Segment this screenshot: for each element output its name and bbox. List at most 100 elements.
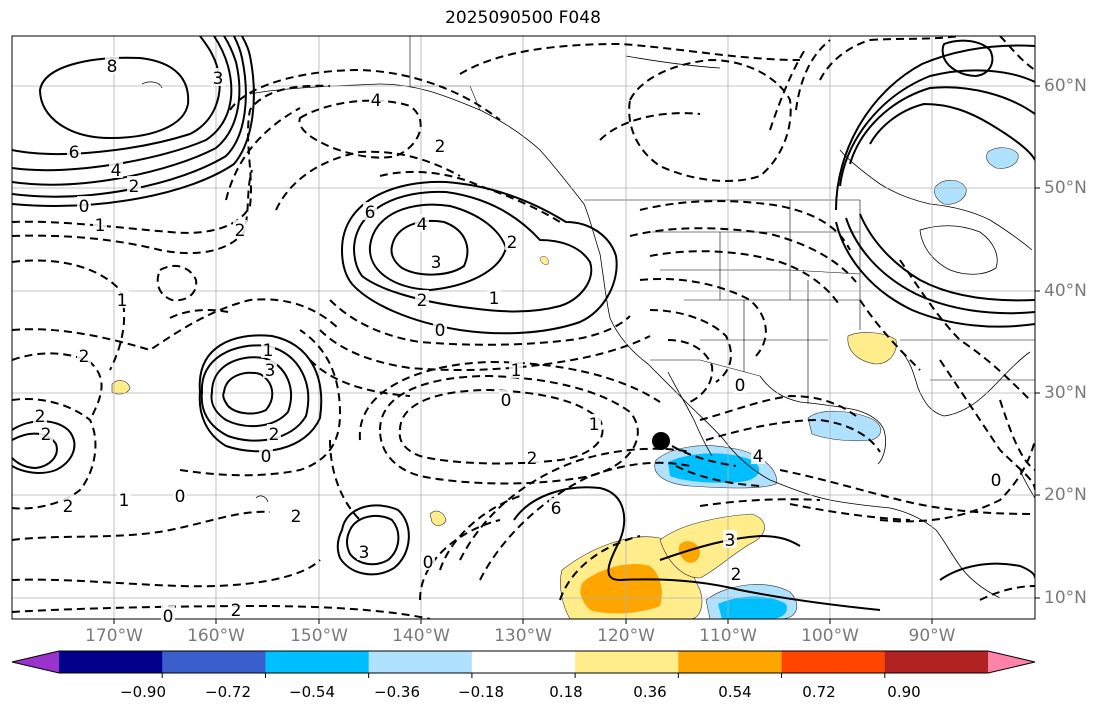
lat-label-40n: 40°N bbox=[1044, 281, 1087, 301]
lon-label-140w: 140°W bbox=[392, 626, 450, 646]
lon-label-120w: 120°W bbox=[597, 626, 655, 646]
contour-label: 4 bbox=[417, 215, 428, 235]
colorbar-tick-label: −0.90 bbox=[120, 683, 166, 701]
colorbar-tick-label: −0.72 bbox=[205, 683, 251, 701]
contour-label: 2 bbox=[731, 565, 742, 585]
contour-label-bg bbox=[363, 202, 377, 220]
colorbar-tick-label: −0.54 bbox=[289, 683, 335, 701]
contour-label: 0 bbox=[501, 391, 512, 411]
colorbar-tick-label: −0.36 bbox=[374, 683, 420, 701]
colorbar-tick-label: 0.18 bbox=[549, 683, 583, 701]
contour-label-bg bbox=[549, 498, 563, 516]
contour-label-bg bbox=[509, 360, 523, 378]
contour-label: 3 bbox=[213, 69, 224, 89]
contour-label-bg bbox=[261, 340, 275, 358]
contour-label-bg bbox=[267, 424, 281, 442]
lon-label-110w: 110°W bbox=[699, 626, 757, 646]
contour-label-bg bbox=[499, 390, 513, 408]
contour-label: 1 bbox=[95, 216, 106, 236]
colorbar-tick-label: −0.18 bbox=[458, 683, 504, 701]
colorbar-tick-label: 0.90 bbox=[887, 683, 921, 701]
lon-label-160w: 160°W bbox=[187, 626, 245, 646]
contour-label-bg bbox=[61, 496, 75, 514]
contour-label: 1 bbox=[117, 291, 128, 311]
contour-label-bg bbox=[39, 424, 53, 442]
contour-label-bg bbox=[67, 142, 81, 160]
contour-label: 6 bbox=[365, 203, 376, 223]
lon-label-90w: 90°W bbox=[908, 626, 956, 646]
contour-label: 2 bbox=[291, 507, 302, 527]
contour-label: 0 bbox=[423, 553, 434, 573]
contour-label-bg bbox=[415, 214, 429, 232]
contour-label: 1 bbox=[589, 415, 600, 435]
contour-label-bg bbox=[173, 486, 187, 504]
contour-label-bg bbox=[161, 606, 175, 624]
contour-label: 2 bbox=[269, 425, 280, 445]
contour-label: 1 bbox=[489, 289, 500, 309]
lon-label-150w: 150°W bbox=[290, 626, 348, 646]
lat-label-60n: 60°N bbox=[1044, 76, 1087, 96]
contour-label: 4 bbox=[111, 161, 122, 181]
point-marker bbox=[652, 432, 670, 450]
contour-label-bg bbox=[259, 446, 273, 464]
contour-label-bg bbox=[723, 530, 737, 548]
contour-label-bg bbox=[415, 290, 429, 308]
contour-label: 1 bbox=[511, 361, 522, 381]
lat-label-30n: 30°N bbox=[1044, 383, 1087, 403]
contour-label: 0 bbox=[261, 447, 272, 467]
contour-label-bg bbox=[93, 215, 107, 233]
contour-label-bg bbox=[357, 542, 371, 560]
contour-label-bg bbox=[211, 68, 225, 86]
contour-label: 2 bbox=[41, 425, 52, 445]
colorbar-tick-label: 0.72 bbox=[802, 683, 836, 701]
contour-label-bg bbox=[105, 56, 119, 74]
contour-label-bg bbox=[525, 448, 539, 466]
contour-label-bg bbox=[117, 490, 131, 508]
contour-label-bg bbox=[729, 564, 743, 582]
map-title: 2025090500 F048 bbox=[445, 8, 601, 28]
contour-label: 3 bbox=[265, 361, 276, 381]
contour-label-bg bbox=[77, 196, 91, 214]
colorbar-tick-label: 0.54 bbox=[718, 683, 752, 701]
contour-label-bg bbox=[989, 470, 1003, 488]
dashed-contours bbox=[12, 36, 1035, 619]
contour-label-bg bbox=[127, 176, 141, 194]
contour-label-bg bbox=[263, 360, 277, 378]
contour-label: 3 bbox=[725, 531, 736, 551]
contour-label: 0 bbox=[79, 197, 90, 217]
contour-label: 6 bbox=[551, 499, 562, 519]
contour-label-bg bbox=[77, 346, 91, 364]
lat-label-10n: 10°N bbox=[1044, 588, 1087, 608]
lon-label-170w: 170°W bbox=[85, 626, 143, 646]
contour-label: 4 bbox=[371, 91, 382, 111]
contour-label-bg bbox=[233, 220, 247, 238]
graticule bbox=[12, 36, 1035, 619]
lat-label-20n: 20°N bbox=[1044, 485, 1087, 505]
contour-label-bg bbox=[433, 320, 447, 338]
contour-label: 0 bbox=[175, 487, 186, 507]
contour-label-bg bbox=[289, 506, 303, 524]
contour-label: 6 bbox=[69, 143, 80, 163]
lat-label-50n: 50°N bbox=[1044, 178, 1087, 198]
contour-label: 0 bbox=[735, 376, 746, 396]
contour-label-bg bbox=[33, 406, 47, 424]
contour-label: 2 bbox=[231, 601, 242, 621]
contour-label-bg bbox=[433, 136, 447, 154]
contour-label-bg bbox=[369, 90, 383, 108]
contour-label: 2 bbox=[417, 291, 428, 311]
contour-label-bg bbox=[587, 414, 601, 432]
contour-label: 3 bbox=[359, 543, 370, 563]
contour-label: 2 bbox=[235, 221, 246, 241]
contour-label: 3 bbox=[431, 253, 442, 273]
contour-label-bg bbox=[505, 232, 519, 250]
contour-label: 4 bbox=[753, 447, 764, 467]
contour-label: 2 bbox=[527, 449, 538, 469]
contour-label-bg bbox=[421, 552, 435, 570]
contour-label: 0 bbox=[991, 471, 1002, 491]
lon-label-130w: 130°W bbox=[494, 626, 552, 646]
contour-label: 2 bbox=[129, 177, 140, 197]
map-plot-area bbox=[12, 36, 1035, 619]
contour-label-bg bbox=[733, 375, 747, 393]
